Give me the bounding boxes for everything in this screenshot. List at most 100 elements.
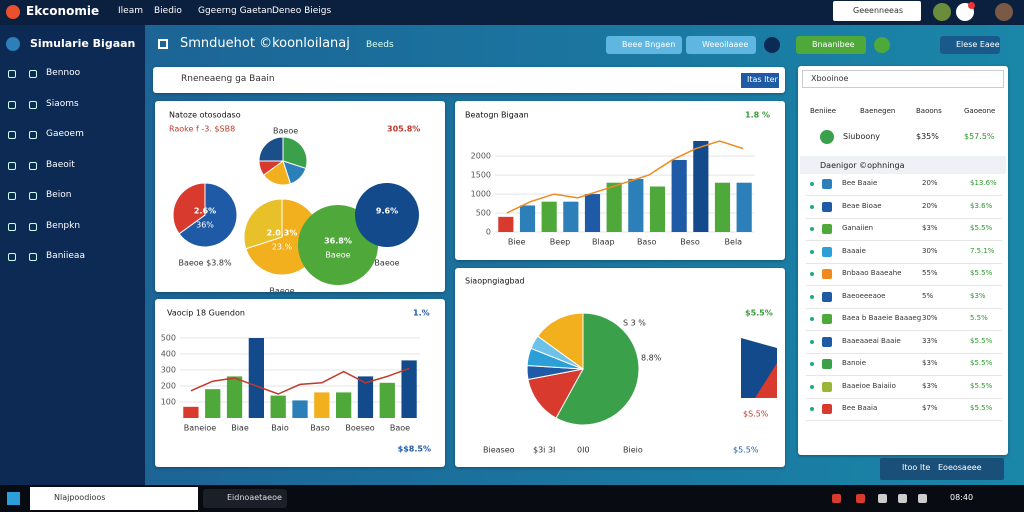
sidebar: Simularie Bigaan Bennoo Siaoms Gaeoem Baeoit… <box>0 25 145 485</box>
label: 8.8% <box>641 354 662 363</box>
x-tick-label: Blaap <box>592 238 615 247</box>
bar <box>606 182 622 232</box>
brand: Ekconomie <box>26 4 100 18</box>
nav-icon <box>29 253 37 261</box>
bar <box>584 194 601 232</box>
nav-item[interactable]: Beion <box>46 190 72 200</box>
footer-label: Bieio <box>623 446 643 455</box>
label: Siuboony <box>843 132 881 141</box>
header-button[interactable]: Bnaanibee <box>796 36 866 54</box>
nav-icon <box>8 70 16 78</box>
bar <box>736 182 752 232</box>
row-icon <box>822 246 832 257</box>
search-button[interactable]: Itas Iter <box>741 73 779 88</box>
row-cell: Baaeaaeai Baaie <box>842 336 901 345</box>
nav-item[interactable]: Gaeoem <box>46 129 84 139</box>
label: 23.% <box>272 243 293 252</box>
row-cell: Beae Bioae <box>842 201 882 210</box>
row-cell: $5.5% <box>970 269 993 277</box>
row-cell: Baeoeeeaoe <box>842 291 886 300</box>
row-cell: 5.5% <box>970 314 988 322</box>
header-button[interactable]: Weeoilaaee <box>686 36 756 54</box>
taskbar-app[interactable]: Eidnoaetaeoe <box>203 489 287 508</box>
bar <box>401 360 417 418</box>
nav-item[interactable]: Benpkn <box>46 220 81 231</box>
bar <box>357 376 374 418</box>
x-tick-label: Bela <box>725 238 743 247</box>
panel-title: Vaocip 18 Guendon <box>167 309 245 318</box>
nav-item[interactable]: Baeoit <box>46 159 75 170</box>
trend-line <box>506 140 744 214</box>
row-icon <box>822 381 832 392</box>
menu-item[interactable]: Ileam <box>118 6 143 16</box>
page-title: Smnduehot ©koonloilanaj <box>180 36 350 51</box>
header-button[interactable]: Beee Bngaen <box>606 36 682 54</box>
y-tick-label: 100 <box>161 398 176 407</box>
pie-slice <box>536 312 584 370</box>
tray-icon <box>898 494 907 503</box>
label: 9.6% <box>376 207 398 216</box>
row-icon <box>820 130 834 144</box>
divider <box>806 307 1002 309</box>
bar <box>541 201 557 232</box>
taskbar-search[interactable]: Nlajpoodioos <box>30 487 198 510</box>
nav-item[interactable]: Siaoms <box>46 98 79 109</box>
row-icon <box>822 314 832 324</box>
pie-slice <box>282 136 308 170</box>
label: Xbooinoe <box>811 74 849 83</box>
label: $S.5% <box>743 410 769 419</box>
bar <box>563 201 579 232</box>
row-cell: $5.5% <box>970 381 993 390</box>
footer-buttons[interactable]: Itoo Ite Eoeosaeee <box>880 458 1004 480</box>
label: 2.6% <box>194 207 216 216</box>
row-icon <box>822 201 832 212</box>
divider <box>806 262 1002 264</box>
avatar[interactable] <box>933 3 951 21</box>
bar <box>519 205 536 232</box>
x-tick-label: Baneioe <box>184 424 217 433</box>
section <box>800 156 1006 174</box>
bar <box>498 216 514 232</box>
row-icon <box>822 291 832 302</box>
label: Beee Bngaen <box>622 40 676 49</box>
stat: 1.% <box>413 309 430 318</box>
label: 2.0.3% <box>267 229 298 238</box>
row-cell: $13.6% <box>970 179 997 187</box>
row-cell: 30% <box>922 314 938 322</box>
icon-button[interactable] <box>874 37 890 53</box>
search-box[interactable]: Geeenneeas <box>833 1 921 21</box>
row-cell: Baea b Baaeie Baaaeg <box>842 314 922 322</box>
icon-button[interactable] <box>764 37 780 53</box>
label: Elese Eaee <box>956 40 1000 49</box>
row-dot <box>810 294 814 299</box>
row-dot <box>810 339 814 344</box>
stat: 1.8 % <box>745 111 770 120</box>
y-tick-label: 1500 <box>471 171 491 180</box>
menu-item[interactable]: Deneo Bieigs <box>272 6 332 16</box>
divider <box>806 330 1002 331</box>
start-button[interactable] <box>7 492 20 505</box>
column-header: Gaoeone <box>964 107 996 115</box>
x-tick-label: Biae <box>231 424 249 433</box>
pie-panel: Natoze otosodaso Raoke f -3. $SB8 305.8% Ba… <box>155 101 445 306</box>
nav-item[interactable]: Baniieaa <box>46 251 85 261</box>
notification-badge <box>968 2 975 9</box>
bar <box>292 400 308 418</box>
clock: 08:40 <box>950 493 974 502</box>
column-header: Baoons <box>916 107 942 115</box>
avatar[interactable] <box>995 3 1013 21</box>
panel-title: Beatogn Bigaan <box>465 111 529 120</box>
y-tick-label: 1000 <box>471 190 491 199</box>
row-cell: Bee Baaie <box>842 179 878 187</box>
x-tick-label: Beep <box>550 238 570 247</box>
row-cell: 20% <box>922 179 938 187</box>
label: 36.8% <box>324 237 352 246</box>
nav-icon <box>8 161 16 170</box>
header-button[interactable]: Elese Eaee <box>940 36 1000 54</box>
x-tick-label: Biee <box>508 238 526 247</box>
nav-item[interactable]: Bennoo <box>46 68 81 78</box>
menu-item[interactable]: Biedio <box>154 6 182 16</box>
search-input[interactable]: Rneneaeng ga Baain <box>181 74 275 84</box>
select-box[interactable]: Xbooinoe <box>802 70 1004 88</box>
menu-item[interactable]: Ggeerng Gaetan <box>198 6 273 16</box>
